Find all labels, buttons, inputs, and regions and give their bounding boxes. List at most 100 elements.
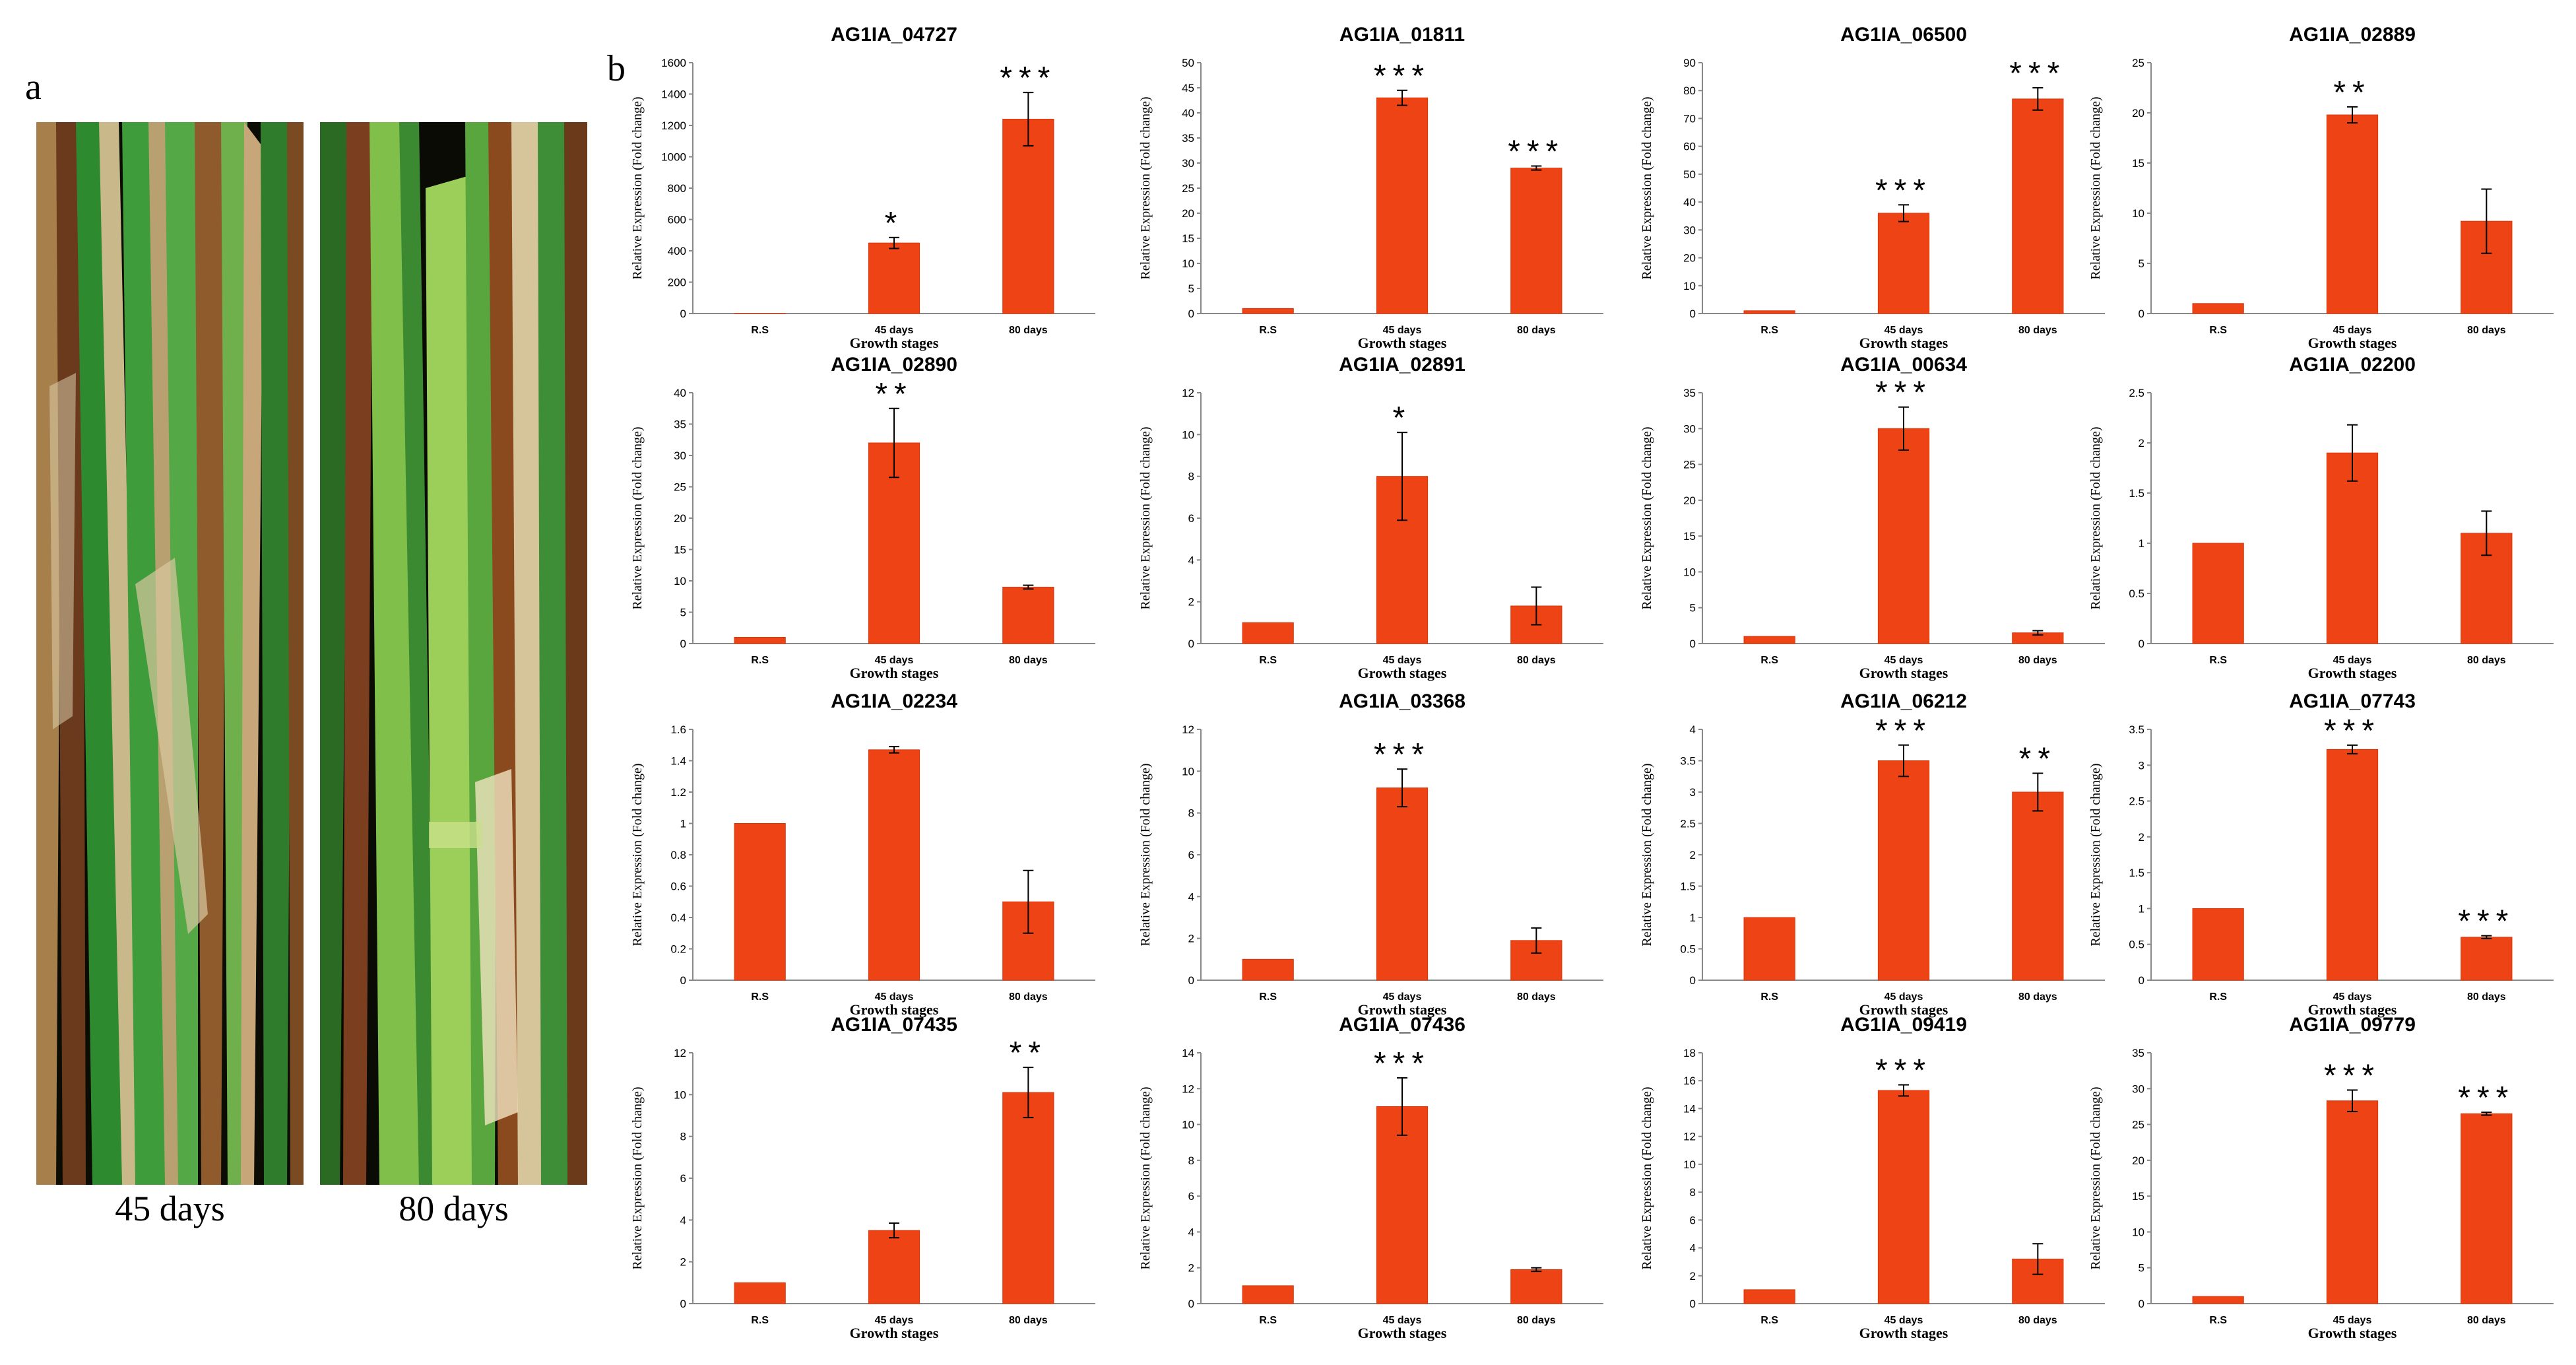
- y-tick-label: 2: [1188, 933, 1194, 945]
- x-axis-label: Growth stages: [850, 1001, 939, 1018]
- y-tick-label: 0: [2139, 308, 2144, 320]
- y-tick-label: 2: [1188, 596, 1194, 609]
- chart-ag1ia-02891: AG1IA_02891 Relative Expression (Fold cha…: [1122, 350, 1623, 681]
- y-tick-label: 15: [674, 544, 686, 556]
- x-category-label: 80 days: [1517, 325, 1556, 336]
- y-axis-label: Relative Expression (Fold change): [630, 763, 645, 946]
- x-category-label: 45 days: [2333, 991, 2372, 1003]
- y-tick-label: 35: [1182, 132, 1194, 145]
- y-tick-label: 5: [1690, 602, 1696, 615]
- y-tick-label: 2: [680, 1256, 686, 1269]
- y-tick-label: 40: [674, 387, 686, 399]
- x-category-label: 80 days: [2018, 1315, 2057, 1326]
- y-tick-label: 45: [1182, 82, 1194, 94]
- chart-svg: AG1IA_07743 Relative Expression (Fold cha…: [2088, 690, 2554, 1018]
- chart-title: AG1IA_04727: [831, 24, 957, 46]
- bar: [2461, 1113, 2513, 1304]
- x-category-label: R.S: [751, 1315, 769, 1326]
- y-tick-label: 5: [2139, 1262, 2144, 1275]
- bar: [1376, 787, 1429, 981]
- x-category-label: R.S: [2209, 1315, 2227, 1326]
- bar: [868, 242, 920, 314]
- x-category-label: R.S: [1760, 655, 1778, 666]
- rice-stem-illustration: [36, 122, 304, 1185]
- bar: [2192, 303, 2244, 314]
- y-tick-label: 1: [1690, 912, 1696, 924]
- x-category-label: 80 days: [2467, 655, 2506, 666]
- y-tick-label: 30: [2132, 1082, 2144, 1095]
- x-axis-label: Growth stages: [1358, 1325, 1447, 1341]
- bar: [1242, 308, 1294, 314]
- y-tick-label: 6: [1188, 849, 1194, 861]
- chart-ag1ia-03368: AG1IA_03368 Relative Expression (Fold cha…: [1122, 686, 1623, 1018]
- bar: [2192, 1296, 2244, 1304]
- chart-svg: AG1IA_06212 Relative Expression (Fold cha…: [1640, 690, 2105, 1018]
- y-axis-label: Relative Expression (Fold change): [2088, 426, 2103, 609]
- y-tick-label: 0: [2139, 1298, 2144, 1310]
- bar: [1743, 636, 1795, 644]
- significance-marker: ***: [1374, 59, 1431, 94]
- chart-title: AG1IA_02891: [1339, 354, 1465, 376]
- chart-svg: AG1IA_02200 Relative Expression (Fold cha…: [2088, 354, 2554, 681]
- x-category-label: R.S: [2209, 991, 2227, 1003]
- bar: [868, 749, 920, 981]
- significance-marker: *: [885, 206, 904, 241]
- x-category-label: 45 days: [2333, 1315, 2372, 1326]
- y-tick-label: 0: [1690, 1298, 1696, 1310]
- x-category-label: 80 days: [1009, 655, 1048, 666]
- chart-title: AG1IA_01811: [1339, 24, 1465, 46]
- y-tick-label: 1: [680, 818, 686, 830]
- chart-svg: AG1IA_03368 Relative Expression (Fold cha…: [1138, 690, 1603, 1018]
- x-axis-label: Growth stages: [850, 1325, 939, 1341]
- y-tick-label: 1.4: [670, 755, 686, 768]
- photo-caption-45-days: 45 days: [115, 1189, 225, 1228]
- x-category-label: R.S: [1259, 655, 1277, 666]
- bar: [1242, 1285, 1294, 1304]
- chart-title: AG1IA_07435: [831, 1014, 957, 1036]
- x-category-label: 80 days: [1517, 1315, 1556, 1326]
- y-tick-label: 2: [2139, 831, 2144, 844]
- y-tick-label: 1.6: [670, 723, 686, 736]
- chart-svg: AG1IA_02234 Relative Expression (Fold cha…: [630, 690, 1095, 1018]
- y-tick-label: 4: [680, 1214, 686, 1226]
- y-tick-label: 12: [1182, 387, 1194, 399]
- y-tick-label: 12: [1182, 723, 1194, 736]
- x-category-label: R.S: [751, 325, 769, 336]
- x-category-label: R.S: [1760, 991, 1778, 1003]
- y-axis-label: Relative Expression (Fold change): [630, 96, 645, 279]
- chart-svg: AG1IA_06500 Relative Expression (Fold cha…: [1640, 24, 2105, 351]
- y-axis-label: Relative Expression (Fold change): [2088, 96, 2103, 279]
- chart-title: AG1IA_09779: [2289, 1014, 2416, 1036]
- x-axis-label: Growth stages: [850, 335, 939, 351]
- y-axis-label: Relative Expression (Fold change): [1138, 426, 1153, 609]
- rice-stem-illustration: [320, 122, 587, 1185]
- y-axis-label: Relative Expression (Fold change): [1640, 1086, 1654, 1269]
- x-category-label: R.S: [1760, 1315, 1778, 1326]
- chart-ag1ia-02890: AG1IA_02890 Relative Expression (Fold cha…: [614, 350, 1115, 681]
- y-tick-label: 5: [2139, 257, 2144, 270]
- y-axis-label: Relative Expression (Fold change): [2088, 763, 2103, 946]
- x-category-label: R.S: [2209, 655, 2227, 666]
- y-tick-label: 10: [1683, 566, 1696, 578]
- x-category-label: 45 days: [2333, 655, 2372, 666]
- y-tick-label: 1200: [661, 119, 686, 132]
- chart-ag1ia-01811: AG1IA_01811 Relative Expression (Fold cha…: [1122, 20, 1623, 351]
- y-tick-label: 1: [2139, 537, 2144, 550]
- y-tick-label: 0: [1690, 638, 1696, 650]
- x-category-label: 45 days: [1884, 655, 1923, 666]
- y-tick-label: 0: [680, 1298, 686, 1310]
- y-tick-label: 30: [1683, 422, 1696, 435]
- chart-title: AG1IA_02889: [2289, 24, 2416, 46]
- y-tick-label: 0: [1188, 308, 1194, 320]
- y-tick-label: 1600: [661, 57, 686, 69]
- significance-marker: ***: [2324, 714, 2381, 749]
- x-category-label: 45 days: [1383, 655, 1422, 666]
- chart-svg: AG1IA_01811 Relative Expression (Fold cha…: [1138, 24, 1603, 351]
- y-tick-label: 12: [1182, 1082, 1194, 1095]
- y-tick-label: 10: [674, 575, 686, 587]
- chart-ag1ia-07435: AG1IA_07435 Relative Expression (Fold cha…: [614, 1010, 1115, 1341]
- bar: [1376, 1106, 1429, 1304]
- bar: [1743, 1289, 1795, 1304]
- x-axis-label: Growth stages: [2308, 665, 2397, 681]
- bar: [2326, 452, 2379, 644]
